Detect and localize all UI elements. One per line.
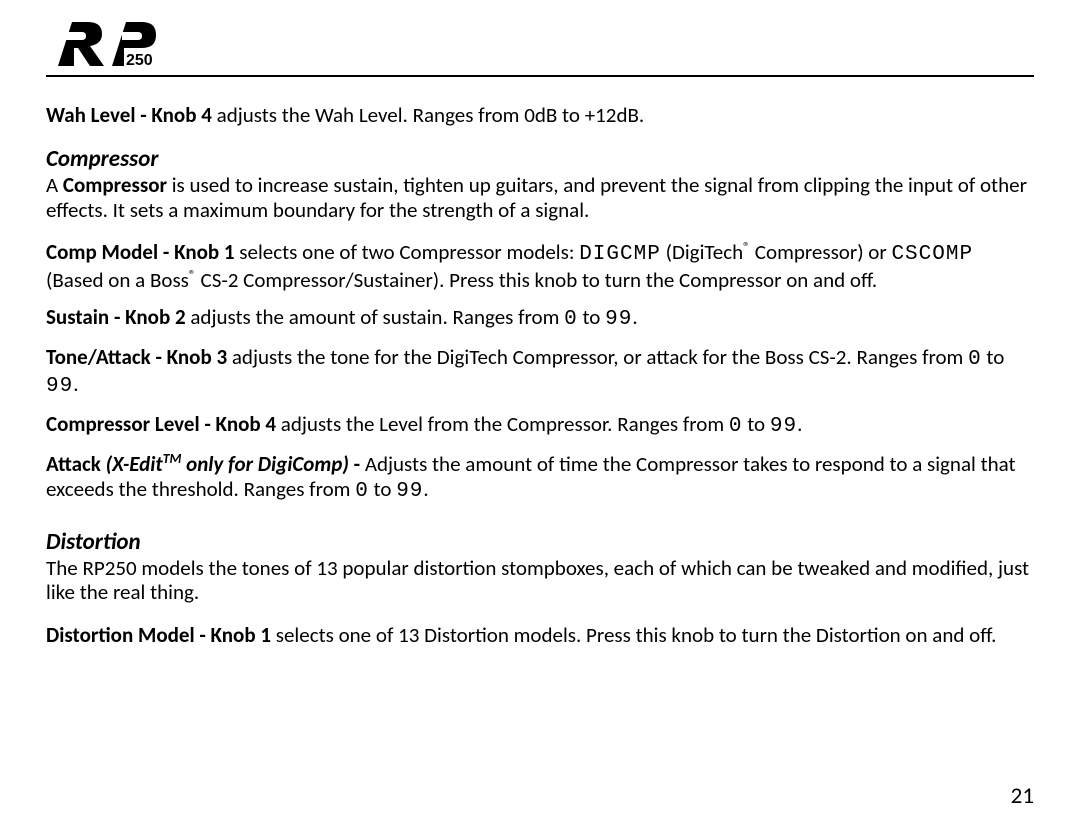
attack-lcd1: 0 (355, 480, 369, 503)
sustain-label: Sustain - Knob 2 (46, 304, 186, 330)
comp-model-paragraph: Comp Model - Knob 1 selects one of two C… (46, 240, 1034, 293)
tone-label: Tone/Attack - Knob 3 (46, 344, 227, 370)
tone-attack-paragraph: Tone/Attack - Knob 3 adjusts the tone fo… (46, 345, 1034, 401)
comp-model-t2: (DigiTech (661, 239, 743, 265)
attack-label4: - (349, 451, 365, 477)
page: 250 Wah Level - Knob 4 adjusts the Wah L… (0, 0, 1080, 834)
attack-t3: . (423, 476, 428, 502)
tone-t1: adjusts the tone for the DigiTech Compre… (227, 344, 968, 370)
compressor-intro: A Compressor is used to increase sustain… (46, 173, 1034, 223)
tone-t2: to (982, 344, 1005, 370)
compressor-intro-bold: Compressor (63, 172, 167, 198)
tone-lcd1: 0 (968, 348, 982, 371)
wah-level-label: Wah Level - Knob 4 (46, 102, 212, 128)
attack-lcd2: 99 (396, 480, 423, 503)
sustain-t1: adjusts the amount of sustain. Ranges fr… (186, 304, 565, 330)
distortion-model-paragraph: Distortion Model - Knob 1 selects one of… (46, 623, 1034, 648)
distmodel-t1: selects one of 13 Distortion models. Pre… (271, 622, 996, 648)
sustain-lcd2: 99 (605, 308, 632, 331)
sustain-t2: to (578, 304, 605, 330)
complevel-t3: . (797, 411, 802, 437)
sustain-lcd1: 0 (564, 308, 578, 331)
wah-level-paragraph: Wah Level - Knob 4 adjusts the Wah Level… (46, 103, 1034, 128)
comp-model-label: Comp Model - Knob 1 (46, 239, 235, 265)
trademark-icon: TM (163, 450, 182, 467)
sustain-paragraph: Sustain - Knob 2 adjusts the amount of s… (46, 305, 1034, 333)
attack-label2: (X-Edit (101, 451, 163, 477)
comp-model-t4: (Based on a Boss (46, 267, 189, 293)
rp250-logo-icon: 250 (46, 20, 162, 68)
compressor-intro-prefix: A (46, 172, 63, 198)
comp-model-t1: selects one of two Compressor models: (235, 239, 580, 265)
comp-model-lcd1: DIGCMP (579, 243, 661, 266)
attack-t2: to (369, 476, 396, 502)
compressor-title: Compressor (46, 146, 1034, 173)
distortion-intro: The RP250 models the tones of 13 popular… (46, 556, 1034, 606)
wah-level-text: adjusts the Wah Level. Ranges from 0dB t… (212, 102, 644, 128)
page-number: 21 (1011, 782, 1034, 810)
comp-model-t5: CS-2 Compressor/Sustainer). Press this k… (196, 267, 877, 293)
complevel-lcd2: 99 (770, 415, 797, 438)
registered-icon: ® (189, 266, 196, 283)
content: Wah Level - Knob 4 adjusts the Wah Level… (46, 103, 1034, 648)
complevel-label: Compressor Level - Knob 4 (46, 411, 276, 437)
attack-paragraph: Attack (X-EditTM only for DigiComp) - Ad… (46, 452, 1034, 505)
svg-text:250: 250 (126, 52, 153, 68)
tone-lcd2: 99 (46, 375, 73, 398)
distortion-title: Distortion (46, 529, 1034, 556)
sustain-t3: . (632, 304, 637, 330)
compressor-level-paragraph: Compressor Level - Knob 4 adjusts the Le… (46, 412, 1034, 440)
complevel-t1: adjusts the Level from the Compressor. R… (276, 411, 729, 437)
tone-t3: . (73, 371, 78, 397)
product-logo: 250 (46, 20, 162, 68)
complevel-lcd1: 0 (729, 415, 743, 438)
attack-label1: Attack (46, 451, 101, 477)
comp-model-t3: Compressor) or (750, 239, 891, 265)
registered-icon: ® (743, 238, 750, 255)
attack-label3: only for DigiComp) (181, 451, 349, 477)
complevel-t2: to (742, 411, 769, 437)
comp-model-lcd2: CSCOMP (891, 243, 973, 266)
header: 250 (46, 20, 1034, 77)
distmodel-label: Distortion Model - Knob 1 (46, 622, 271, 648)
compressor-intro-rest: is used to increase sustain, tighten up … (46, 172, 1027, 223)
